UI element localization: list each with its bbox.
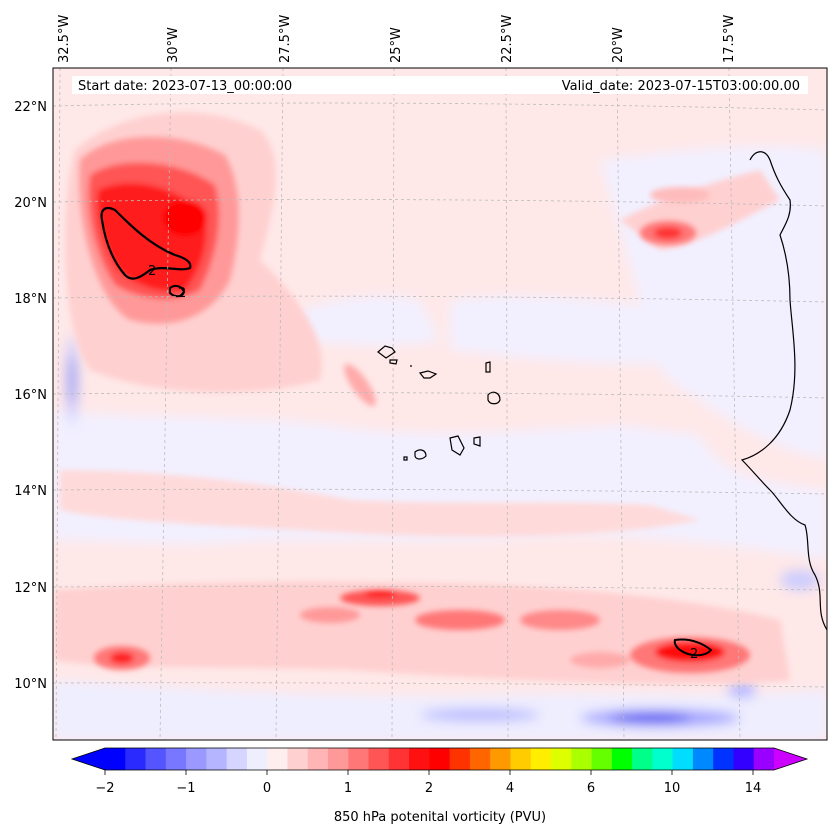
lat-tick-label: 20°N (14, 196, 47, 211)
contour-label: 2 (148, 264, 156, 279)
colorbar-segment (530, 748, 552, 770)
lon-tick-label: 25°W (389, 27, 404, 63)
colorbar-segment (449, 748, 471, 770)
colorbar-tick-label: −2 (95, 781, 114, 796)
colorbar-segment (165, 748, 187, 770)
lon-tick-label: 22.5°W (500, 15, 515, 63)
pv-field (53, 68, 827, 740)
colorbar-segment (672, 748, 694, 770)
valid-date-label: Valid_date: 2023-07-15T03:00:00.00 (562, 79, 800, 94)
colorbar-extend-low (72, 748, 105, 770)
colorbar-segment (226, 748, 248, 770)
colorbar-segment (733, 748, 755, 770)
colorbar-segment (591, 748, 613, 770)
latitude-ticks: 22°N 20°N 18°N 16°N 14°N 12°N 10°N (14, 100, 47, 692)
lon-tick-label: 17.5°W (722, 15, 737, 63)
colorbar-segment (611, 748, 633, 770)
lat-tick-label: 18°N (14, 292, 47, 307)
colorbar-segment (348, 748, 370, 770)
colorbar-segment (409, 748, 430, 770)
colorbar-segment (287, 748, 309, 770)
colorbar-segment (328, 748, 349, 770)
colorbar-segment (145, 748, 167, 770)
colorbar-segment (246, 748, 268, 770)
map-frame (52, 67, 828, 741)
colorbar-segment (713, 748, 734, 770)
colorbar-segment (510, 748, 532, 770)
colorbar-segment (429, 748, 451, 770)
colorbar-tick-label: 4 (506, 781, 514, 796)
longitude-ticks: 32.5°W 30°W 27.5°W 25°W 22.5°W 20°W 17.5… (57, 15, 737, 63)
lon-tick-label: 32.5°W (57, 15, 72, 63)
lon-tick-label: 27.5°W (278, 15, 293, 63)
colorbar-segment (490, 748, 511, 770)
colorbar-segment (186, 748, 207, 770)
colorbar-tick-label: 2 (425, 781, 433, 796)
colorbar-segment (571, 748, 593, 770)
colorbar-segment (307, 748, 329, 770)
gridlines (53, 68, 827, 740)
colorbar-segment (105, 748, 126, 770)
colorbar-segment (753, 748, 775, 770)
colorbar-tick-label: 0 (263, 781, 271, 796)
lat-tick-label: 10°N (14, 677, 47, 692)
lon-tick-label: 20°W (611, 27, 626, 63)
colorbar-segments (105, 748, 775, 770)
contour-label: 2 (690, 647, 698, 662)
lat-tick-label: 22°N (14, 100, 47, 115)
colorbar: −2 −1 0 1 2 4 6 10 14 850 hPa potenital vorticit… (70, 747, 809, 825)
lon-tick-label: 30°W (166, 27, 181, 63)
coastline (377, 151, 827, 631)
colorbar-ticks: −2 −1 0 1 2 4 6 10 14 (95, 770, 761, 796)
colorbar-segment (125, 748, 147, 770)
colorbar-segment (267, 748, 288, 770)
contour-label: 2 (178, 286, 186, 301)
colorbar-label: 850 hPa potenital vorticity (PVU) (334, 810, 546, 825)
map-panel: 2 2 2 Start date: 2023-07-13_00:00:00 Va… (14, 15, 828, 741)
pv-contour-lines (100, 206, 713, 657)
colorbar-segment (551, 748, 572, 770)
lat-tick-label: 12°N (14, 581, 47, 596)
colorbar-segment (692, 748, 714, 770)
colorbar-tick-label: 14 (745, 781, 762, 796)
colorbar-tick-label: 1 (344, 781, 352, 796)
colorbar-segment (632, 748, 653, 770)
colorbar-segment (388, 748, 410, 770)
colorbar-segment (652, 748, 674, 770)
lat-tick-label: 16°N (14, 388, 47, 403)
start-date-label: Start date: 2023-07-13_00:00:00 (78, 79, 292, 94)
colorbar-tick-label: 6 (587, 781, 595, 796)
colorbar-tick-label: −1 (176, 781, 195, 796)
colorbar-segment (469, 748, 491, 770)
colorbar-segment (368, 748, 390, 770)
colorbar-tick-label: 10 (664, 781, 681, 796)
info-box (72, 76, 808, 94)
lat-tick-label: 14°N (14, 484, 47, 499)
pv-maximum-north (79, 136, 239, 324)
island (377, 345, 396, 359)
colorbar-segment (206, 748, 228, 770)
colorbar-extend-high (774, 748, 807, 770)
